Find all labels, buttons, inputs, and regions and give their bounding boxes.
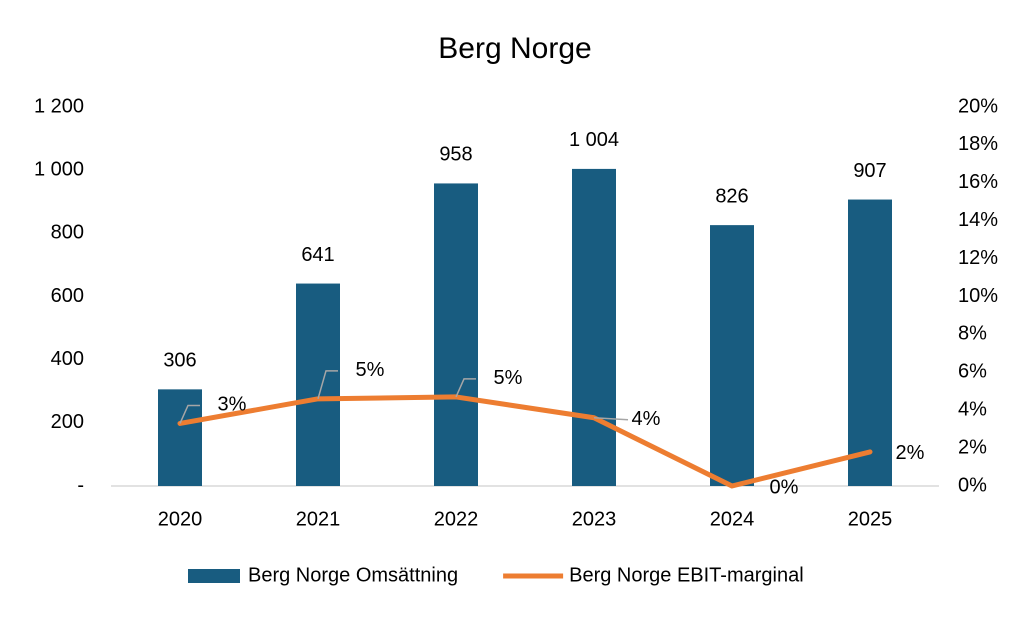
bar-value-label: 641 <box>301 244 334 266</box>
y-tick-label: - <box>77 474 84 496</box>
y-tick-label: 400 <box>51 348 84 370</box>
legend-swatch <box>188 569 240 583</box>
bar <box>296 283 340 486</box>
x-tick-label: 2023 <box>572 508 617 530</box>
bar <box>572 168 616 487</box>
leader-line <box>317 370 338 400</box>
x-tick-label: 2021 <box>296 508 341 530</box>
y-tick-label: 600 <box>51 285 84 307</box>
legend-label: Berg Norge EBIT-marginal <box>569 564 804 586</box>
x-tick-label: 2025 <box>848 508 893 530</box>
line-value-label: 0% <box>770 476 799 498</box>
y2-tick-label: 4% <box>958 398 987 420</box>
y2-tick-label: 20% <box>958 95 998 117</box>
leader-line <box>179 404 200 424</box>
line <box>177 394 873 489</box>
bar-value-label: 958 <box>439 144 472 166</box>
chart-title: Berg Norge <box>438 32 591 65</box>
line-value-label: 2% <box>896 442 925 464</box>
y2-tick-label: 0% <box>958 474 987 496</box>
y2-tick-label: 10% <box>958 285 998 307</box>
bar <box>848 199 892 486</box>
y2-tick-label: 16% <box>958 171 998 193</box>
y-tick-label: 1 000 <box>34 158 84 180</box>
x-tick-label: 2022 <box>434 508 479 530</box>
legend-label: Berg Norge Omsättning <box>248 564 458 586</box>
y-tick-label: 1 200 <box>34 95 84 117</box>
y2-tick-label: 6% <box>958 361 987 383</box>
y2-tick-label: 8% <box>958 323 987 345</box>
bar-value-label: 907 <box>853 160 886 182</box>
line-value-label: 5% <box>356 359 385 381</box>
bar <box>434 183 478 486</box>
leader-line <box>593 417 629 421</box>
bar-value-label: 1 004 <box>569 129 619 151</box>
y2-tick-label: 14% <box>958 209 998 231</box>
line-value-label: 5% <box>494 367 523 389</box>
leader-line <box>455 378 476 398</box>
bar-value-label: 826 <box>715 185 748 207</box>
bar <box>710 225 754 486</box>
y2-tick-label: 12% <box>958 247 998 269</box>
y2-tick-label: 18% <box>958 133 998 155</box>
y-tick-label: 200 <box>51 411 84 433</box>
y2-tick-label: 2% <box>958 436 987 458</box>
y-tick-label: 800 <box>51 222 84 244</box>
x-tick-label: 2024 <box>710 508 755 530</box>
bar <box>158 389 202 486</box>
line-value-label: 3% <box>218 394 247 416</box>
bar-value-label: 306 <box>163 350 196 372</box>
line-value-label: 4% <box>632 408 661 430</box>
x-tick-label: 2020 <box>158 508 203 530</box>
